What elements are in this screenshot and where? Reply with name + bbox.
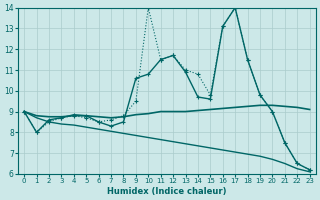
- X-axis label: Humidex (Indice chaleur): Humidex (Indice chaleur): [107, 187, 227, 196]
